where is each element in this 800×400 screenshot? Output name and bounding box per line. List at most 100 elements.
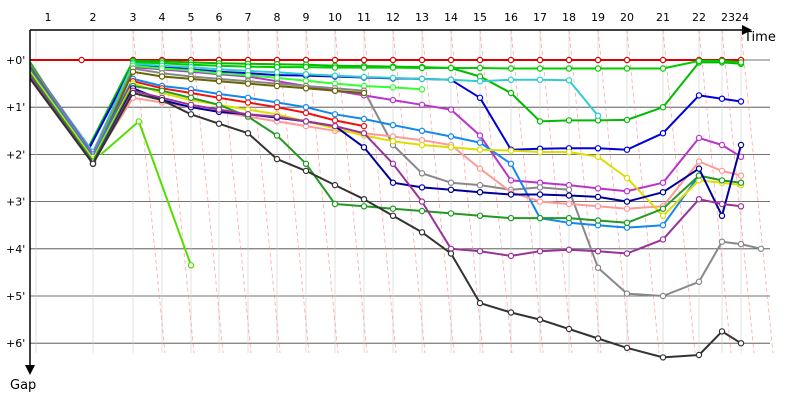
data-point: [659, 236, 667, 243]
data-point: [418, 86, 426, 93]
y-tick-label: +0': [6, 54, 25, 67]
data-point: [476, 146, 484, 153]
data-point: [507, 65, 515, 72]
data-point: [418, 127, 426, 134]
data-point: [331, 64, 339, 71]
data-point: [594, 335, 602, 342]
data-point: [623, 344, 631, 352]
data-point: [718, 328, 726, 335]
data-point: [360, 129, 368, 137]
data-point: [302, 160, 310, 167]
data-point: [302, 103, 310, 111]
data-point: [476, 165, 484, 172]
data-point: [302, 70, 310, 78]
data-point: [565, 325, 573, 333]
data-point: [565, 200, 573, 208]
data-point: [187, 94, 195, 102]
pit-diagonal: [132, 29, 166, 354]
x-tick-label: 11: [357, 11, 371, 24]
data-point: [273, 155, 281, 163]
data-point: [565, 192, 573, 199]
data-point: [89, 160, 97, 167]
data-point: [594, 153, 602, 160]
data-point: [215, 120, 223, 127]
data-point: [623, 174, 631, 182]
data-point: [507, 56, 515, 64]
data-point: [418, 184, 426, 191]
data-point: [737, 141, 745, 149]
data-point: [244, 80, 252, 87]
pit-diagonal: [568, 29, 602, 354]
data-point: [476, 94, 484, 102]
data-point: [594, 112, 602, 119]
data-point: [536, 191, 544, 198]
x-tick-label: 1: [45, 11, 52, 24]
data-point: [594, 193, 602, 201]
series: [29, 73, 745, 226]
data-point: [273, 69, 281, 76]
data-point: [507, 214, 515, 222]
series-line: [29, 73, 742, 224]
data-point: [507, 177, 515, 184]
pit-diagonal: [510, 29, 544, 354]
data-point: [418, 229, 426, 236]
data-point: [594, 185, 602, 192]
data-point: [659, 56, 667, 64]
data-point: [536, 198, 544, 205]
data-point: [447, 56, 455, 64]
series: [29, 71, 745, 219]
data-point: [623, 116, 631, 124]
data-point: [659, 221, 667, 229]
data-point: [331, 117, 339, 124]
x-tick-label: 20: [620, 11, 634, 24]
data-point: [389, 96, 397, 104]
data-point: [447, 144, 455, 151]
y-tick-label: +6': [6, 337, 25, 350]
y-axis-arrow-icon: [25, 365, 35, 375]
x-tick-label: 2324: [721, 11, 749, 24]
data-point: [447, 76, 455, 84]
pit-diagonal: [247, 29, 281, 354]
data-point: [418, 56, 426, 64]
data-point: [718, 212, 726, 219]
data-point: [507, 147, 515, 154]
series-line: [29, 68, 700, 229]
data-point: [273, 63, 281, 71]
data-point: [594, 56, 602, 64]
data-point: [594, 203, 602, 210]
data-point: [659, 129, 667, 137]
data-point: [695, 134, 703, 142]
data-point: [737, 240, 745, 248]
data-point: [418, 141, 426, 149]
data-point: [389, 205, 397, 212]
y-tick-labels: +0' +1' +2' +3' +4' +5' +6': [6, 54, 25, 350]
data-point: [447, 106, 455, 113]
data-point: [78, 56, 85, 64]
data-point: [360, 195, 368, 203]
x-tick-label: 22: [692, 11, 706, 24]
x-tick-label: 4: [159, 11, 166, 24]
data-point: [389, 212, 397, 219]
pit-diagonal: [662, 29, 696, 354]
data-point: [273, 82, 281, 90]
y-tick-label: +1': [6, 101, 25, 114]
y-tick-label: +2': [6, 148, 25, 161]
data-point: [418, 170, 426, 177]
data-point: [695, 92, 703, 99]
data-point: [418, 198, 426, 205]
data-point: [757, 245, 765, 252]
pit-diagonal: [740, 29, 774, 354]
data-point: [659, 65, 667, 72]
data-point: [476, 139, 484, 146]
data-point: [695, 195, 703, 203]
data-point: [507, 160, 515, 167]
x-tick-label: 18: [562, 11, 576, 24]
data-point: [565, 148, 573, 156]
data-point: [718, 177, 726, 184]
x-tick-label: 5: [188, 11, 195, 24]
data-point: [718, 167, 726, 175]
data-point: [659, 188, 667, 196]
data-point: [447, 133, 455, 140]
data-point: [135, 118, 142, 125]
